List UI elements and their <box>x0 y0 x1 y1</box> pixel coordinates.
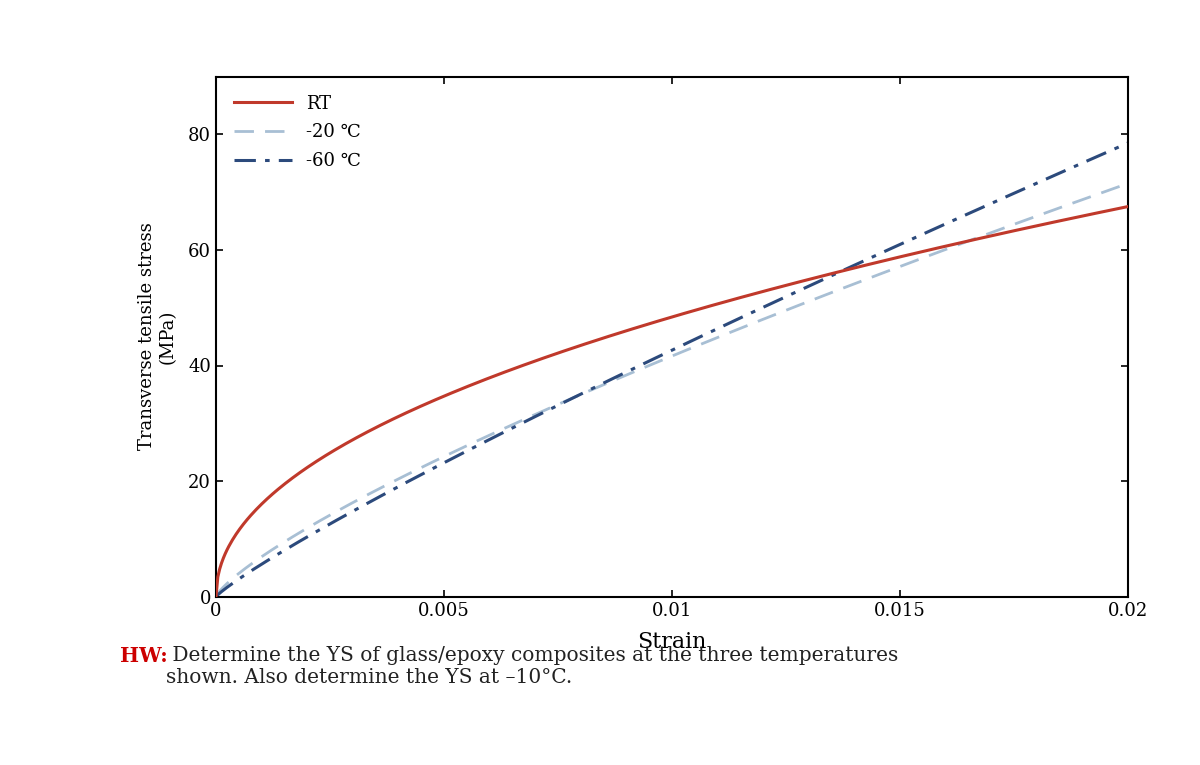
Text: HW:: HW: <box>120 646 168 666</box>
Y-axis label: Transverse tensile stress
(MPa): Transverse tensile stress (MPa) <box>138 223 178 451</box>
Text: Determine the YS of glass/epoxy composites at the three temperatures
shown. Also: Determine the YS of glass/epoxy composit… <box>166 646 898 688</box>
Legend: RT, -20 ℃, -60 ℃: RT, -20 ℃, -60 ℃ <box>226 86 370 179</box>
X-axis label: Strain: Strain <box>637 630 707 653</box>
